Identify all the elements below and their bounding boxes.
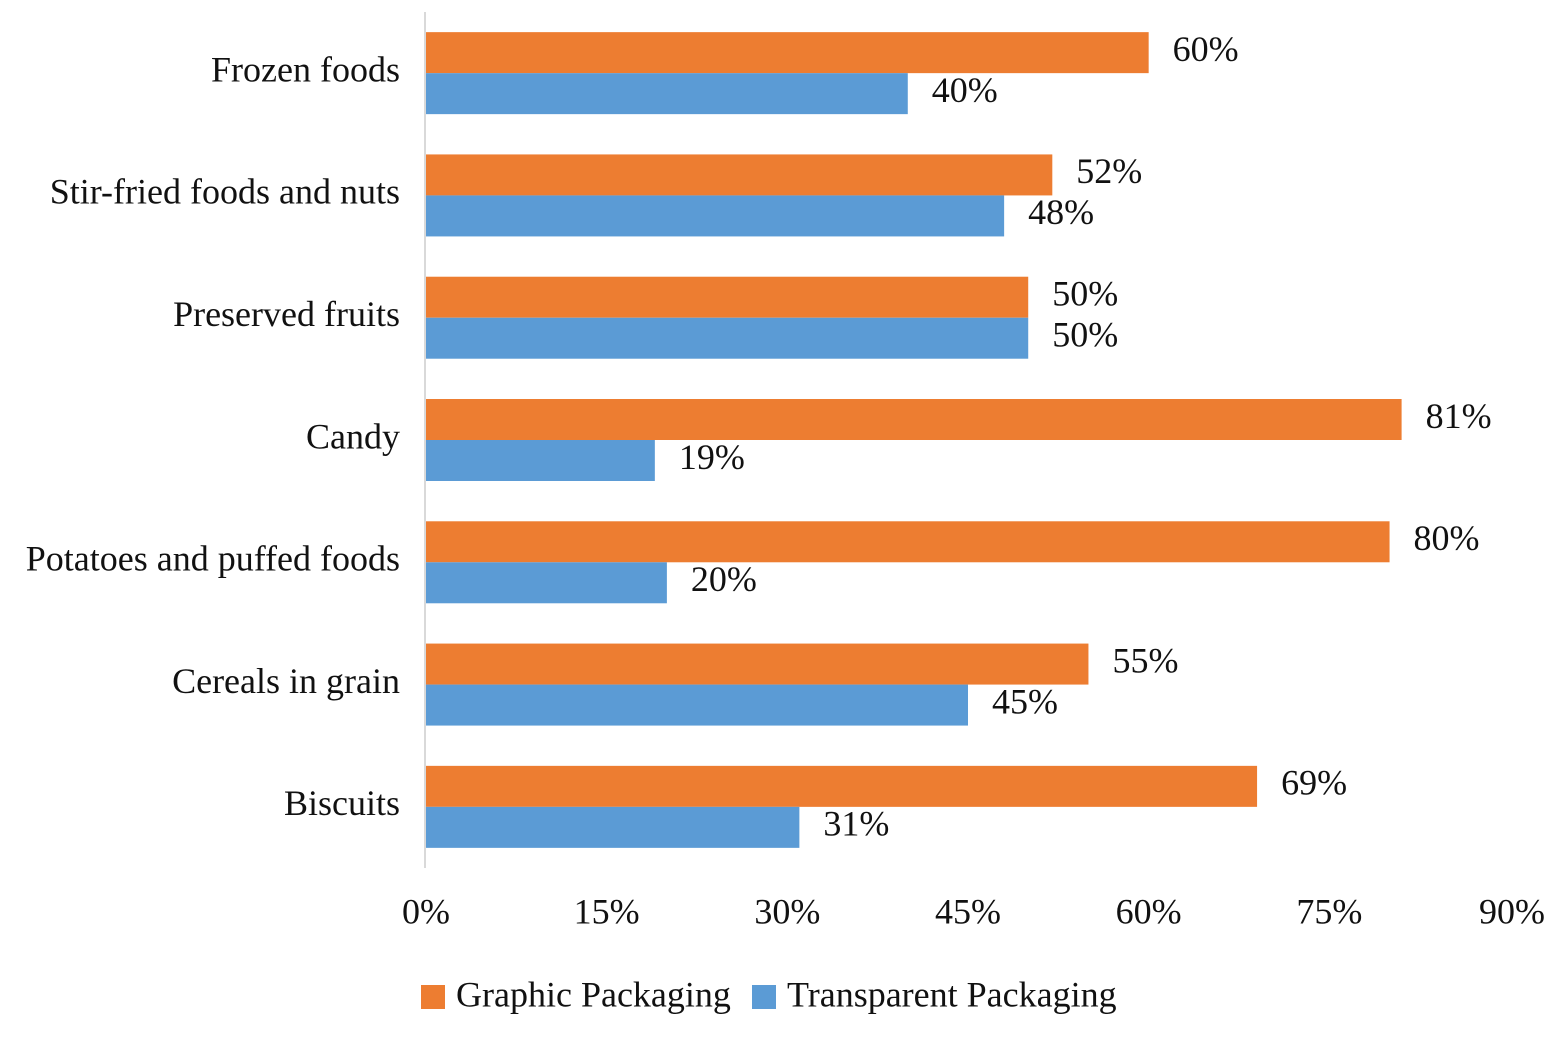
bar-graphic-packaging-candy <box>426 399 1402 440</box>
legend-swatch-graphic-packaging <box>421 985 445 1009</box>
data-label-transparent-packaging-cereals-in-grain: 45% <box>992 681 1058 721</box>
category-label-candy: Candy <box>306 416 400 456</box>
x-tick-label-15: 15% <box>574 891 640 931</box>
category-label-potatoes-and-puffed-foods: Potatoes and puffed foods <box>26 539 400 579</box>
data-label-graphic-packaging-candy: 81% <box>1426 396 1492 436</box>
data-label-transparent-packaging-stir-fried-foods-and-nuts: 48% <box>1028 192 1094 232</box>
x-tick-label-90: 90% <box>1479 891 1545 931</box>
data-label-transparent-packaging-preserved-fruits: 50% <box>1052 314 1118 354</box>
bar-graphic-packaging-stir-fried-foods-and-nuts <box>426 154 1053 196</box>
bar-transparent-packaging-preserved-fruits <box>426 317 1029 359</box>
bar-graphic-packaging-biscuits <box>426 765 1258 807</box>
x-tick-label-60: 60% <box>1116 891 1182 931</box>
bar-transparent-packaging-stir-fried-foods-and-nuts <box>426 195 1005 237</box>
data-label-graphic-packaging-preserved-fruits: 50% <box>1052 273 1118 313</box>
x-axis-ticks: 0% 15% 30% 45% 60% 75% 90% <box>402 891 1545 931</box>
legend-swatch-transparent-packaging <box>752 985 776 1009</box>
legend-item-transparent-packaging: Transparent Packaging <box>752 974 1117 1014</box>
data-label-graphic-packaging-potatoes-and-puffed-foods: 80% <box>1414 518 1480 558</box>
bar-transparent-packaging-biscuits <box>426 806 800 848</box>
category-label-biscuits: Biscuits <box>284 783 400 823</box>
legend-label-graphic-packaging: Graphic Packaging <box>456 974 731 1014</box>
bar-transparent-packaging-candy <box>426 440 655 481</box>
data-label-graphic-packaging-stir-fried-foods-and-nuts: 52% <box>1076 151 1142 191</box>
data-label-transparent-packaging-candy: 19% <box>679 437 745 477</box>
data-label-transparent-packaging-biscuits: 31% <box>823 804 889 844</box>
bar-transparent-packaging-potatoes-and-puffed-foods <box>426 562 667 604</box>
labels-layer: Frozen foods 60% 40% Stir-fried foods and n… <box>26 29 1492 844</box>
data-label-transparent-packaging-potatoes-and-puffed-foods: 20% <box>691 559 757 599</box>
bar-transparent-packaging-cereals-in-grain <box>426 684 968 726</box>
data-label-graphic-packaging-frozen-foods: 60% <box>1173 29 1239 69</box>
category-label-preserved-fruits: Preserved fruits <box>173 294 400 334</box>
legend-label-transparent-packaging: Transparent Packaging <box>787 974 1117 1014</box>
bar-graphic-packaging-potatoes-and-puffed-foods <box>426 521 1390 563</box>
data-label-graphic-packaging-biscuits: 69% <box>1281 763 1347 803</box>
category-label-stir-fried-foods-and-nuts: Stir-fried foods and nuts <box>50 172 400 212</box>
bars-layer <box>426 32 1402 848</box>
bar-graphic-packaging-preserved-fruits <box>426 276 1029 318</box>
bar-graphic-packaging-cereals-in-grain <box>426 643 1089 685</box>
bar-transparent-packaging-frozen-foods <box>426 73 908 115</box>
x-tick-label-0: 0% <box>402 891 450 931</box>
data-label-transparent-packaging-frozen-foods: 40% <box>932 70 998 110</box>
x-tick-label-75: 75% <box>1296 891 1362 931</box>
category-label-frozen-foods: Frozen foods <box>211 49 400 89</box>
bar-graphic-packaging-frozen-foods <box>426 32 1149 74</box>
category-label-cereals-in-grain: Cereals in grain <box>172 661 400 701</box>
x-tick-label-30: 30% <box>754 891 820 931</box>
data-label-graphic-packaging-cereals-in-grain: 55% <box>1112 640 1178 680</box>
x-tick-label-45: 45% <box>935 891 1001 931</box>
legend: Graphic Packaging Transparent Packaging <box>421 974 1117 1014</box>
legend-item-graphic-packaging: Graphic Packaging <box>421 974 731 1014</box>
